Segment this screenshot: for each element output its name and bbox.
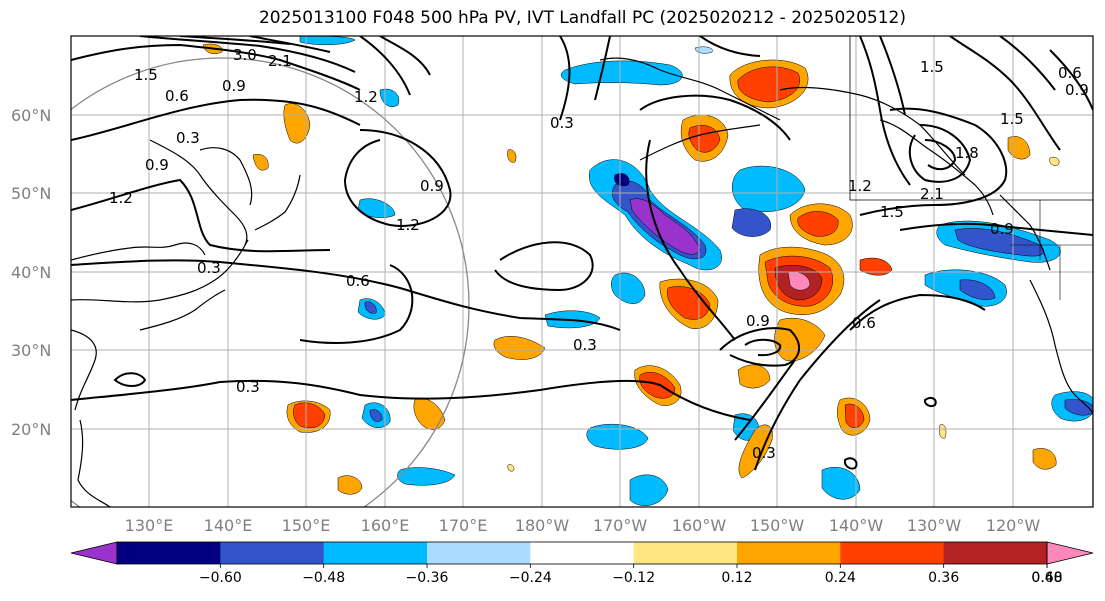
- contour-label: 0.6: [1058, 64, 1082, 82]
- contour-label: 0.3: [176, 129, 200, 147]
- map-area: [71, 36, 1093, 507]
- contour-label: 1.5: [134, 66, 158, 84]
- colorbar: −0.60 −0.48 −0.36 −0.24 −0.12 0.12 0.24 0.36 0.4…: [70, 541, 1094, 586]
- region-circle: [71, 57, 470, 507]
- colorbar-extend-high: [1046, 541, 1094, 565]
- colorbar-outline: [116, 541, 1048, 565]
- colorbar-tick-label: −0.36: [406, 570, 449, 586]
- colorbar-segment: [943, 542, 1048, 564]
- map-border: [70, 35, 1094, 508]
- map-title: 2025013100 F048 500 hPa PV, IVT Landfall…: [258, 8, 906, 28]
- contour-label: 0.9: [1065, 81, 1089, 99]
- contour-label: 0.6: [852, 314, 876, 332]
- contour-label: 0.9: [746, 312, 770, 330]
- colorbar-tick-label: 0.36: [928, 570, 959, 586]
- colorbar-segment: [220, 542, 325, 564]
- lon-label: 170°W: [593, 516, 648, 535]
- contour-label: 2.1: [268, 52, 292, 70]
- contour-label: 1.2: [396, 216, 420, 234]
- contour-label: 1.8: [955, 144, 979, 162]
- lon-label: 140°E: [204, 516, 253, 535]
- colorbar-tick-label: 0.60: [1031, 570, 1062, 586]
- lon-label: 120°W: [986, 516, 1041, 535]
- colorbar-segment: [117, 542, 221, 564]
- contour-label: 1.2: [848, 177, 872, 195]
- gridlines: [71, 36, 1093, 507]
- contour-labels: 3.0 2.1 1.5 0.9 0.6 1.2 0.3 0.9 1.2 0.9 …: [109, 46, 1089, 462]
- colorbar-tick-label: 0.12: [721, 570, 752, 586]
- colorbar-extend-low: [70, 541, 118, 565]
- lon-label: 150°E: [282, 516, 331, 535]
- colorbar-segment: [427, 542, 531, 564]
- colorbar-segment: [737, 542, 841, 564]
- contour-label: 0.9: [420, 177, 444, 195]
- colorbar-segment: [323, 542, 428, 564]
- lat-label: 60°N: [11, 106, 51, 125]
- lon-label: 130°W: [907, 516, 962, 535]
- colorbar-tick-label: 0.48: [1031, 570, 1062, 586]
- lon-label: 150°W: [750, 516, 805, 535]
- contour-label: 0.6: [346, 272, 370, 290]
- colorbar-tick-label: 0.24: [825, 570, 856, 586]
- longitude-labels: 130°E 140°E 150°E 160°E 170°E 180°W 170°…: [125, 516, 1041, 535]
- shaded-anomalies: [202, 36, 1093, 506]
- colorbar-segment: [530, 542, 635, 564]
- contour-label: 2.1: [920, 185, 944, 203]
- latitude-labels: 60°N 50°N 40°N 30°N 20°N: [11, 106, 51, 439]
- colorbar-tick-label: −0.60: [199, 570, 242, 586]
- contour-label: 1.2: [109, 189, 133, 207]
- contour-label: 1.5: [920, 58, 944, 76]
- contour-label: 0.3: [236, 378, 260, 396]
- contour-label: 0.9: [145, 156, 169, 174]
- pv-contours: [71, 36, 1093, 471]
- contour-label: 0.9: [222, 77, 246, 95]
- contour-label: 0.3: [197, 259, 221, 277]
- contour-label: 0.9: [990, 220, 1014, 238]
- lon-label: 160°E: [361, 516, 410, 535]
- lon-label: 180°W: [515, 516, 570, 535]
- contour-label: 0.3: [550, 114, 574, 132]
- colorbar-tick-label: −0.24: [509, 570, 552, 586]
- contour-label: 1.2: [354, 88, 378, 106]
- lon-label: 140°W: [829, 516, 884, 535]
- colorbar-segment: [840, 542, 945, 564]
- colorbar-segment: [633, 542, 738, 564]
- lat-label: 20°N: [11, 420, 51, 439]
- lon-label: 130°E: [125, 516, 174, 535]
- contour-label: 0.3: [752, 444, 776, 462]
- lat-label: 30°N: [11, 341, 51, 360]
- lon-label: 160°W: [672, 516, 727, 535]
- lat-label: 50°N: [11, 184, 51, 203]
- colorbar-tick-label: −0.12: [612, 570, 655, 586]
- lon-label: 170°E: [439, 516, 488, 535]
- lat-label: 40°N: [11, 263, 51, 282]
- contour-label: 1.5: [1000, 110, 1024, 128]
- contour-label: 3.0: [233, 46, 257, 64]
- colorbar-tick-label: −0.48: [302, 570, 345, 586]
- contour-label: 1.5: [880, 203, 904, 221]
- contour-label: 0.6: [165, 87, 189, 105]
- coastlines: [71, 36, 1093, 507]
- contour-label: 0.3: [573, 336, 597, 354]
